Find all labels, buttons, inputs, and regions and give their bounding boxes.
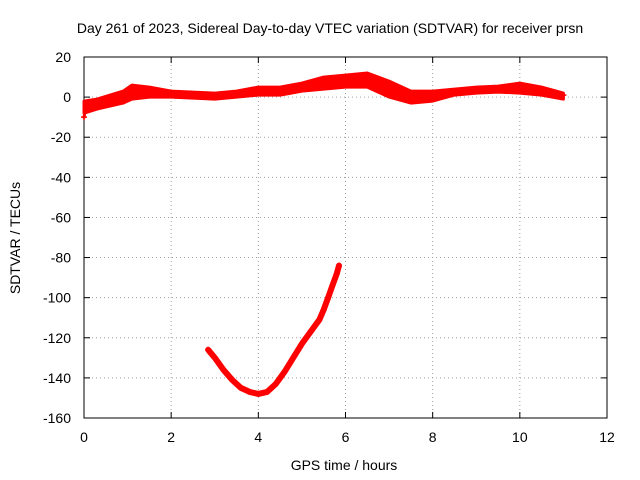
data-point bbox=[255, 390, 262, 397]
data-point bbox=[146, 88, 153, 95]
data-point bbox=[325, 294, 332, 301]
data-marks bbox=[81, 71, 567, 397]
data-point bbox=[320, 78, 327, 85]
data-point bbox=[473, 87, 480, 94]
data-point bbox=[81, 114, 87, 121]
data-point bbox=[281, 368, 288, 375]
data-point bbox=[342, 76, 349, 83]
data-point bbox=[298, 340, 305, 347]
y-tick-label: 20 bbox=[55, 49, 71, 65]
data-point bbox=[229, 376, 236, 383]
data-point bbox=[102, 96, 109, 103]
data-point bbox=[168, 90, 175, 97]
y-tick-label: -140 bbox=[43, 370, 71, 386]
data-point bbox=[237, 384, 244, 391]
data-point bbox=[560, 92, 567, 99]
data-point bbox=[220, 366, 227, 373]
x-tick-label: 12 bbox=[599, 429, 615, 445]
y-tick-label: -120 bbox=[43, 330, 71, 346]
y-tick-label: -100 bbox=[43, 290, 71, 306]
x-tick-label: 8 bbox=[429, 429, 437, 445]
data-point bbox=[246, 388, 253, 395]
data-point bbox=[368, 76, 375, 83]
data-point bbox=[333, 270, 340, 277]
data-point bbox=[320, 306, 327, 313]
data-point bbox=[290, 354, 297, 361]
data-point bbox=[120, 92, 127, 99]
data-point bbox=[329, 282, 336, 289]
series-line bbox=[205, 262, 342, 397]
data-point bbox=[211, 92, 218, 99]
data-point bbox=[407, 94, 414, 101]
data-point bbox=[307, 328, 314, 335]
x-tick-label: 10 bbox=[512, 429, 528, 445]
y-tick-label: -80 bbox=[51, 250, 71, 266]
data-point bbox=[255, 87, 262, 94]
y-tick-label: -40 bbox=[51, 169, 71, 185]
data-point bbox=[516, 84, 523, 91]
chart-title: Day 261 of 2023, Sidereal Day-to-day VTE… bbox=[77, 20, 583, 36]
data-point bbox=[298, 84, 305, 91]
y-tick-label: 0 bbox=[63, 89, 71, 105]
data-point bbox=[264, 388, 271, 395]
data-point bbox=[386, 84, 393, 91]
data-point bbox=[538, 88, 545, 95]
y-tick-label: -60 bbox=[51, 209, 71, 225]
data-point bbox=[89, 100, 96, 107]
data-point bbox=[128, 88, 135, 95]
data-point bbox=[233, 91, 240, 98]
data-point bbox=[316, 316, 323, 323]
x-tick-label: 4 bbox=[254, 429, 262, 445]
data-point bbox=[429, 94, 436, 101]
data-point bbox=[451, 89, 458, 96]
data-point bbox=[189, 92, 196, 99]
data-point bbox=[495, 86, 502, 93]
data-point bbox=[205, 346, 212, 353]
y-axis-label: SDTVAR / TECUs bbox=[7, 182, 23, 294]
axis-ticks: 0 2 4 6 8 10 12 20 0 -20 -40 -60 -80 -100 -120 -140 -160 bbox=[43, 49, 615, 445]
x-tick-label: 0 bbox=[80, 429, 88, 445]
data-point bbox=[211, 354, 218, 361]
y-tick-label: -160 bbox=[43, 410, 71, 426]
grid bbox=[84, 57, 607, 418]
y-tick-label: -20 bbox=[51, 129, 71, 145]
x-tick-label: 2 bbox=[167, 429, 175, 445]
data-point bbox=[272, 380, 279, 387]
data-point bbox=[335, 262, 342, 269]
data-point bbox=[277, 87, 284, 94]
x-axis-label: GPS time / hours bbox=[291, 457, 398, 473]
data-point bbox=[83, 102, 90, 109]
x-tick-label: 6 bbox=[342, 429, 350, 445]
data-point bbox=[355, 78, 362, 85]
